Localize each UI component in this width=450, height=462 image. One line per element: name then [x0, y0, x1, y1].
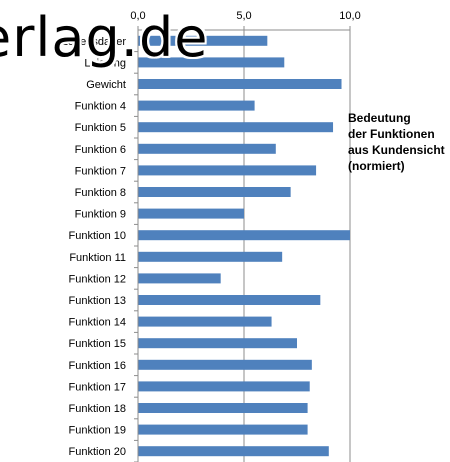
category-label: Funktion 7: [75, 165, 126, 177]
category-label: Funktion 14: [69, 317, 126, 329]
category-label: Funktion 10: [69, 230, 126, 242]
bar: [138, 316, 272, 327]
bar: [138, 381, 310, 392]
chart-bars: [138, 35, 350, 457]
category-label: Funktion 18: [69, 403, 126, 415]
chart-grid: [134, 26, 351, 462]
bar: [138, 251, 283, 262]
category-label: Funktion 8: [75, 187, 126, 199]
bar: [138, 273, 221, 284]
category-label: Funktion 4: [75, 101, 126, 113]
bar: [138, 57, 285, 68]
x-axis-ticks: 0,0 5,0 10,0: [130, 10, 360, 22]
x-tick-label: 5,0: [236, 10, 251, 22]
bar: [138, 446, 329, 457]
category-label: Funktion 17: [69, 381, 126, 393]
x-tick-label: 10,0: [339, 10, 360, 22]
chart-annotation: Bedeutung der Funktionen aus Kundensicht…: [348, 110, 445, 174]
annotation-line-1: Bedeutung: [348, 111, 411, 125]
y-axis-categories: Lebensdauer Leistung Gewicht Funktion 4 Funk…: [62, 36, 127, 458]
bar: [138, 424, 308, 435]
bar: [138, 35, 268, 46]
category-label: Funktion 5: [75, 122, 126, 134]
bar: [138, 122, 334, 133]
category-label: Lebensdauer: [62, 36, 127, 48]
category-label: Gewicht: [86, 79, 126, 91]
bar: [138, 338, 297, 349]
x-tick-label: 0,0: [130, 10, 145, 22]
category-label: Funktion 6: [75, 144, 126, 156]
category-label: Funktion 19: [69, 425, 126, 437]
annotation-line-3: aus Kundensicht: [348, 143, 445, 157]
category-label: Funktion 20: [69, 446, 126, 458]
category-label: Leistung: [84, 57, 126, 69]
bar: [138, 143, 276, 154]
annotation-line-4: (normiert): [348, 159, 405, 173]
annotation-line-2: der Funktionen: [348, 127, 435, 141]
bar: [138, 100, 255, 111]
bar: [138, 165, 317, 176]
category-label: Funktion 16: [69, 360, 126, 372]
bar: [138, 295, 321, 305]
category-label: Funktion 15: [69, 338, 126, 350]
bar: [138, 230, 350, 241]
watermark-logo: erlag.de: [0, 6, 209, 69]
bar: [138, 187, 291, 197]
bar: [138, 208, 244, 219]
category-label: Funktion 11: [69, 252, 126, 264]
bar: [138, 79, 342, 89]
bar: [138, 359, 312, 370]
category-label: Funktion 13: [69, 295, 126, 307]
category-label: Funktion 12: [69, 273, 126, 285]
category-label: Funktion 9: [75, 209, 126, 221]
bar: [138, 403, 308, 413]
